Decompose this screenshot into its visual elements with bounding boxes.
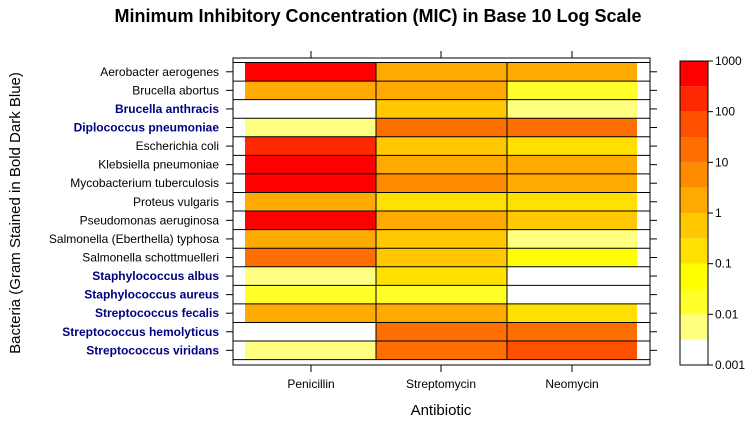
- heatmap-cell: [376, 248, 507, 267]
- y-axis-title: Bacteria (Gram Stained in Bold Dark Blue…: [7, 72, 24, 354]
- heatmap-cell: [507, 174, 637, 193]
- y-tick-label: Brucella abortus: [132, 83, 219, 97]
- colorbar-tick-label: 1000: [715, 54, 742, 68]
- y-tick-label: Staphylococcus albus: [92, 269, 219, 283]
- heatmap-cell: [376, 304, 507, 323]
- heatmap-cell: [507, 248, 637, 267]
- heatmap-cell: [507, 155, 637, 174]
- heatmap-cell: [245, 322, 376, 341]
- colorbar-tick-label: 1: [715, 206, 722, 220]
- y-tick-label: Streptococcus viridans: [86, 343, 219, 357]
- y-tick-label: Escherichia coli: [136, 139, 219, 153]
- colorbar-tick-label: 10: [715, 155, 729, 169]
- heatmap-cell: [507, 118, 637, 137]
- heatmap-cell: [245, 211, 376, 230]
- heatmap-cell: [507, 192, 637, 211]
- colorbar-segment: [680, 340, 708, 365]
- colorbar-tick-label: 100: [715, 105, 735, 119]
- heatmap-cell: [507, 211, 637, 230]
- heatmap-plot-area: [226, 51, 657, 372]
- y-tick-label: Mycobacterium tuberculosis: [70, 176, 219, 190]
- y-tick-label: Salmonella schottmuelleri: [82, 250, 219, 264]
- colorbar-segment: [680, 314, 708, 339]
- y-axis-tick-labels: Aerobacter aerogenes Brucella abortus Bruc…: [49, 65, 219, 358]
- heatmap-cell: [376, 285, 507, 304]
- x-axis-title: Antibiotic: [411, 402, 472, 419]
- heatmap-cell: [507, 100, 637, 119]
- colorbar-segment: [680, 86, 708, 111]
- colorbar-segment: [680, 188, 708, 213]
- heatmap-cell: [245, 81, 376, 100]
- x-tick-label: Neomycin: [545, 377, 598, 391]
- heatmap-cell: [376, 155, 507, 174]
- heatmap-cell: [376, 211, 507, 230]
- heatmap-cell: [245, 285, 376, 304]
- heatmap-cell: [376, 137, 507, 156]
- heatmap-cell: [245, 248, 376, 267]
- heatmap-cell: [376, 63, 507, 82]
- colorbar-segment: [680, 238, 708, 263]
- heatmap-cell: [245, 174, 376, 193]
- heatmap-cell: [245, 230, 376, 249]
- y-tick-label: Staphylococcus aureus: [84, 288, 219, 302]
- heatmap-cell: [376, 230, 507, 249]
- x-tick-label: Streptomycin: [406, 377, 476, 391]
- y-tick-label: Streptococcus hemolyticus: [62, 325, 219, 339]
- heatmap-cell: [376, 322, 507, 341]
- colorbar-tick-label: 0.01: [715, 307, 739, 321]
- heatmap-cell: [245, 304, 376, 323]
- y-tick-label: Aerobacter aerogenes: [100, 65, 219, 79]
- heatmap-cell: [376, 100, 507, 119]
- x-tick-label: Penicillin: [287, 377, 334, 391]
- colorbar-segment: [680, 137, 708, 162]
- heatmap-cell: [507, 63, 637, 82]
- x-axis-tick-labels: Penicillin Streptomycin Neomycin: [287, 377, 598, 391]
- heatmap-cell: [245, 118, 376, 137]
- heatmap-cell: [376, 118, 507, 137]
- heatmap-cell: [376, 267, 507, 286]
- y-tick-label: Salmonella (Eberthella) typhosa: [49, 232, 219, 246]
- heatmap-cell: [245, 192, 376, 211]
- heatmap-cell: [245, 63, 376, 82]
- heatmap-cell: [245, 137, 376, 156]
- heatmap-cell: [376, 192, 507, 211]
- colorbar-segment: [680, 289, 708, 314]
- colorbar-segment: [680, 162, 708, 187]
- chart-title: Minimum Inhibitory Concentration (MIC) i…: [114, 6, 641, 26]
- y-tick-label: Diplococcus pneumoniae: [74, 120, 220, 134]
- heatmap-cell: [507, 341, 637, 360]
- y-tick-label: Proteus vulgaris: [133, 195, 219, 209]
- heatmap-cell: [245, 155, 376, 174]
- heatmap-cell: [507, 322, 637, 341]
- heatmap-cell: [245, 100, 376, 119]
- colorbar-segment: [680, 213, 708, 238]
- colorbar-segment: [680, 61, 708, 86]
- heatmap-cell: [376, 341, 507, 360]
- colorbar-legend: 0.001 0.01 0.1 1 10 100 1000: [680, 54, 745, 372]
- heatmap-cell: [376, 81, 507, 100]
- heatmap-cell: [507, 304, 637, 323]
- heatmap-cell: [507, 230, 637, 249]
- colorbar-segment: [680, 112, 708, 137]
- y-tick-label: Streptococcus fecalis: [95, 306, 219, 320]
- y-tick-label: Klebsiella pneumoniae: [98, 158, 219, 172]
- heatmap-cell: [507, 267, 637, 286]
- heatmap-cell: [507, 81, 637, 100]
- heatmap-cell: [507, 137, 637, 156]
- heatmap-cell: [245, 267, 376, 286]
- colorbar-segment: [680, 264, 708, 289]
- heatmap-cell: [376, 174, 507, 193]
- y-tick-label: Pseudomonas aeruginosa: [80, 213, 220, 227]
- y-tick-label: Brucella anthracis: [115, 102, 219, 116]
- colorbar-tick-label: 0.1: [715, 257, 732, 271]
- colorbar-tick-label: 0.001: [715, 358, 745, 372]
- heatmap-cell: [507, 285, 637, 304]
- heatmap-cell: [245, 341, 376, 360]
